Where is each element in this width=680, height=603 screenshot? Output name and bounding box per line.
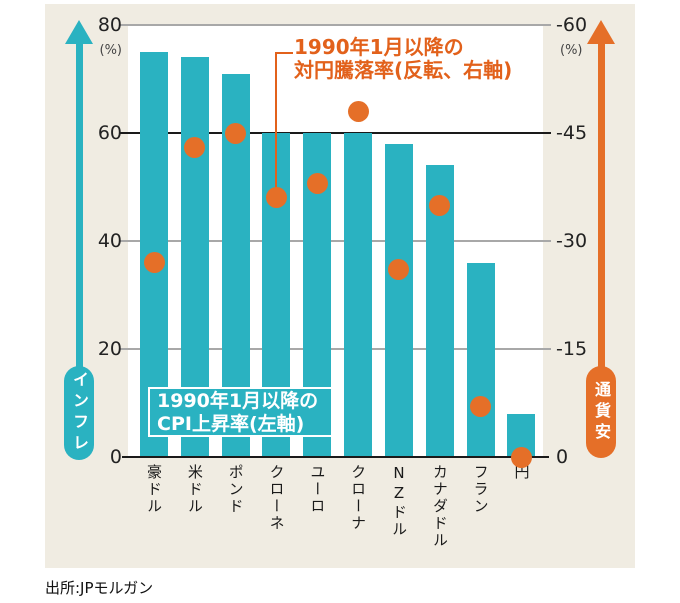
left-axis-tick-label: 0 bbox=[109, 446, 122, 468]
dot-クローナ bbox=[347, 100, 369, 122]
gridline-80 bbox=[120, 24, 551, 26]
x-axis-line bbox=[122, 456, 549, 458]
gridline-20 bbox=[120, 348, 551, 350]
cpi-series-label-line1: 1990年1月以降の bbox=[157, 390, 319, 412]
right-arrow-shaft bbox=[597, 40, 605, 370]
left-axis-tick-label: 40 bbox=[97, 230, 122, 252]
bar-クローナ bbox=[344, 133, 373, 457]
bar-フラン bbox=[466, 262, 495, 457]
category-label-NZドル: NZドル bbox=[389, 464, 408, 538]
left-axis-unit: (%) bbox=[99, 43, 123, 58]
right-axis-tick-label: 0 bbox=[556, 446, 569, 468]
left-axis-title: インフレ bbox=[70, 371, 89, 455]
series-annotation-line2: 対円騰落率(反転、右軸) bbox=[294, 58, 513, 82]
series-annotation: 1990年1月以降の 対円騰落率(反転、右軸) bbox=[294, 36, 512, 82]
dot-米ドル bbox=[184, 136, 206, 158]
right-axis-tick-label: -60 bbox=[556, 14, 588, 36]
right-axis-tick-label: -45 bbox=[556, 122, 588, 144]
cpi-series-label-line2: CPI上昇率(左軸) bbox=[157, 413, 305, 435]
category-label-米ドル: 米ドル bbox=[185, 464, 204, 515]
dot-フラン bbox=[470, 396, 492, 418]
dot-円 bbox=[510, 446, 532, 468]
category-label-ユーロ: ユーロ bbox=[308, 464, 327, 515]
left-axis-tick-label: 60 bbox=[97, 122, 122, 144]
right-axis-title: 通貨安 bbox=[592, 380, 611, 444]
dot-NZドル bbox=[388, 259, 410, 281]
currency-weakness-label-capsule: 通貨安 bbox=[586, 366, 616, 458]
category-label-フラン: フラン bbox=[471, 464, 490, 515]
dot-カナダドル bbox=[429, 194, 451, 216]
category-label-円: 円 bbox=[512, 464, 531, 481]
cpi-series-label-box: 1990年1月以降の CPI上昇率(左軸) bbox=[148, 387, 333, 437]
bar-NZドル bbox=[384, 143, 413, 457]
category-label-ポンド: ポンド bbox=[226, 464, 245, 515]
category-label-豪ドル: 豪ドル bbox=[145, 464, 163, 515]
dot-ユーロ bbox=[306, 172, 328, 194]
right-axis-tick-label: -15 bbox=[556, 338, 588, 360]
category-label-カナダドル: カナダドル bbox=[430, 464, 449, 549]
series-annotation-line1: 1990年1月以降の bbox=[294, 35, 464, 59]
left-axis-tick-label: 80 bbox=[97, 14, 122, 36]
dot-ポンド bbox=[225, 122, 247, 144]
gridline-60 bbox=[120, 132, 551, 134]
left-axis-tick-label: 20 bbox=[97, 338, 122, 360]
gridline-40 bbox=[120, 240, 551, 242]
category-label-クローナ: クローナ bbox=[349, 464, 368, 532]
inflation-label-capsule: インフレ bbox=[64, 366, 94, 460]
left-arrow-shaft bbox=[75, 40, 83, 370]
right-axis-unit: (%) bbox=[560, 43, 583, 58]
annotation-connector-horizontal bbox=[275, 52, 293, 54]
annotation-connector-vertical bbox=[275, 52, 277, 188]
dot-クローネ bbox=[265, 187, 287, 209]
right-axis-tick-label: -30 bbox=[556, 230, 588, 252]
category-label-クローネ: クローネ bbox=[267, 464, 286, 532]
dot-豪ドル bbox=[143, 252, 165, 274]
source-text: 出所:JPモルガン bbox=[45, 579, 154, 597]
